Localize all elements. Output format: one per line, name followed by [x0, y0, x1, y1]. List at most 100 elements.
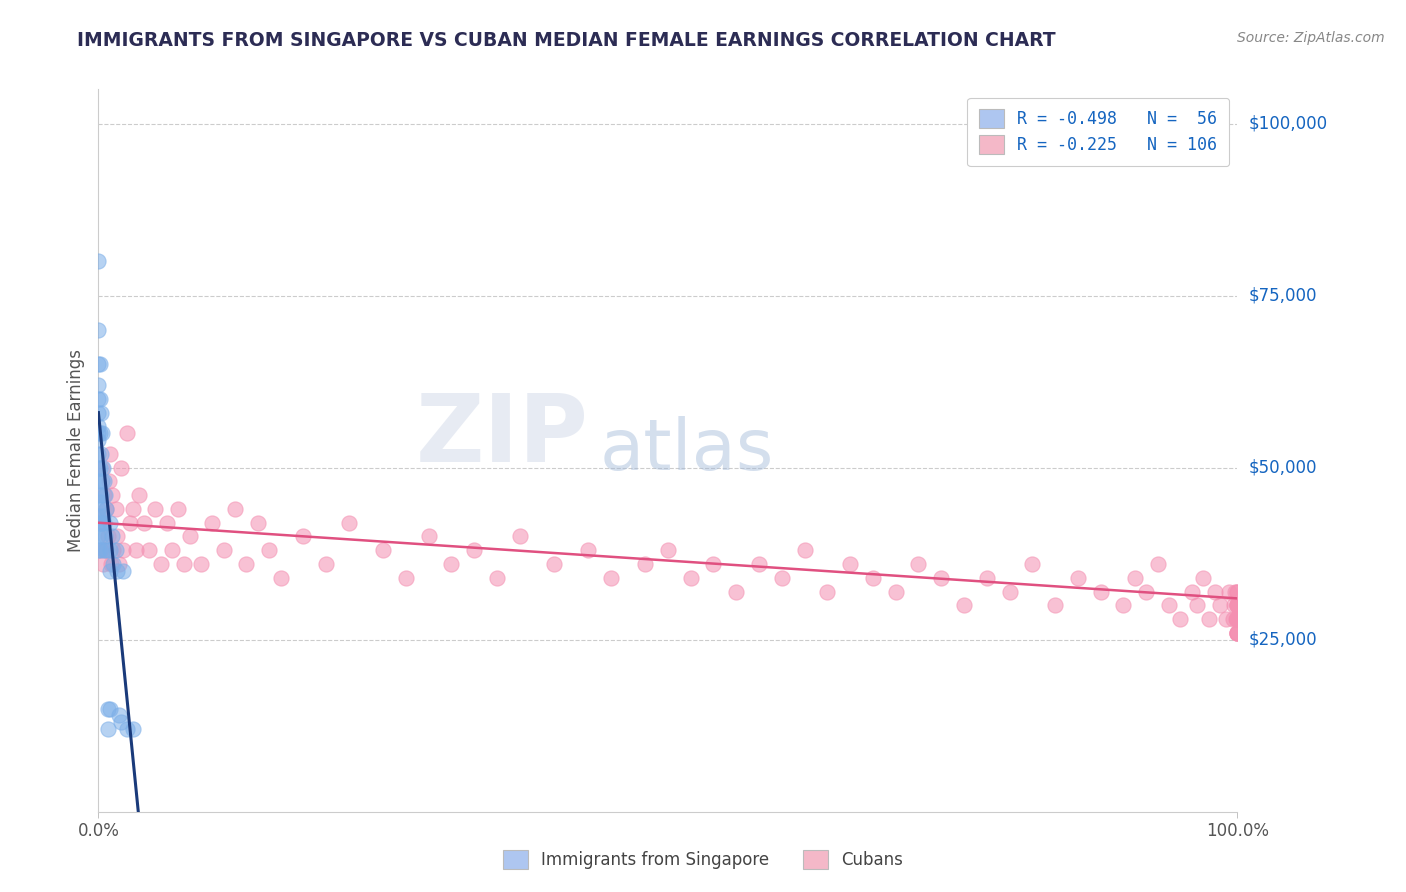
Point: [815, 584, 838, 599]
Point: [90, 488, 112, 502]
Legend: R = -0.498   N =  56, R = -0.225   N = 106: R = -0.498 N = 56, R = -0.225 N = 106: [967, 97, 1229, 166]
Text: $100,000: $100,000: [1249, 114, 1327, 133]
Point: [748, 557, 770, 571]
Point: [87, 419, 110, 434]
Point: [89, 516, 111, 530]
Point: [98, 701, 121, 715]
Point: [1226, 599, 1249, 613]
Point: [90, 406, 112, 420]
Point: [91, 508, 114, 523]
Point: [145, 502, 167, 516]
Point: [115, 722, 138, 736]
Point: [463, 543, 485, 558]
Point: [1225, 612, 1247, 626]
Point: [702, 557, 724, 571]
Point: [201, 516, 224, 530]
Point: [87, 406, 110, 420]
Point: [371, 543, 394, 558]
Point: [87, 426, 110, 441]
Point: [90, 543, 112, 558]
Point: [770, 571, 793, 585]
Point: [90, 426, 112, 441]
Point: [235, 557, 257, 571]
Point: [1157, 599, 1180, 613]
Point: [440, 557, 463, 571]
Point: [89, 543, 111, 558]
Point: [315, 557, 337, 571]
Point: [87, 475, 110, 489]
Point: [212, 543, 235, 558]
Point: [96, 529, 118, 543]
Point: [96, 722, 118, 736]
Point: [224, 502, 246, 516]
Point: [87, 323, 110, 337]
Point: [1043, 599, 1066, 613]
Point: [1112, 599, 1135, 613]
Point: [89, 392, 111, 406]
Text: IMMIGRANTS FROM SINGAPORE VS CUBAN MEDIAN FEMALE EARNINGS CORRELATION CHART: IMMIGRANTS FROM SINGAPORE VS CUBAN MEDIA…: [77, 31, 1056, 50]
Point: [93, 488, 115, 502]
Point: [862, 571, 884, 585]
Point: [115, 426, 138, 441]
Point: [98, 516, 121, 530]
Point: [150, 557, 173, 571]
Point: [1226, 599, 1249, 613]
Point: [1226, 625, 1249, 640]
Point: [98, 447, 121, 461]
Point: [1226, 625, 1249, 640]
Point: [1226, 599, 1249, 613]
Point: [98, 543, 121, 558]
Point: [173, 557, 195, 571]
Point: [87, 529, 110, 543]
Point: [1226, 612, 1249, 626]
Point: [395, 571, 418, 585]
Point: [259, 543, 281, 558]
Point: [93, 543, 115, 558]
Point: [87, 378, 110, 392]
Point: [1226, 612, 1249, 626]
Point: [179, 529, 201, 543]
Point: [1215, 612, 1237, 626]
Point: [1090, 584, 1112, 599]
Point: [90, 516, 112, 530]
Text: atlas: atlas: [599, 416, 773, 485]
Point: [93, 475, 115, 489]
Text: ZIP: ZIP: [415, 390, 588, 482]
Point: [96, 502, 118, 516]
Point: [725, 584, 748, 599]
Point: [100, 557, 122, 571]
Point: [1181, 584, 1204, 599]
Point: [101, 488, 124, 502]
Point: [89, 426, 111, 441]
Point: [162, 543, 184, 558]
Point: [90, 475, 112, 489]
Point: [1198, 612, 1220, 626]
Point: [1123, 571, 1146, 585]
Point: [93, 516, 115, 530]
Point: [486, 571, 509, 585]
Point: [1218, 584, 1240, 599]
Point: [1067, 571, 1090, 585]
Point: [793, 543, 815, 558]
Point: [120, 516, 142, 530]
Point: [1226, 625, 1249, 640]
Point: [94, 488, 117, 502]
Point: [998, 584, 1021, 599]
Point: [1146, 557, 1168, 571]
Point: [1204, 584, 1226, 599]
Point: [96, 543, 118, 558]
Point: [1226, 625, 1249, 640]
Point: [110, 715, 132, 730]
Point: [1226, 584, 1249, 599]
Point: [87, 508, 110, 523]
Point: [90, 447, 112, 461]
Point: [128, 488, 150, 502]
Point: [167, 502, 190, 516]
Point: [418, 529, 440, 543]
Point: [839, 557, 862, 571]
Point: [87, 502, 110, 516]
Point: [89, 508, 111, 523]
Point: [91, 557, 114, 571]
Point: [1170, 612, 1192, 626]
Point: [1226, 599, 1249, 613]
